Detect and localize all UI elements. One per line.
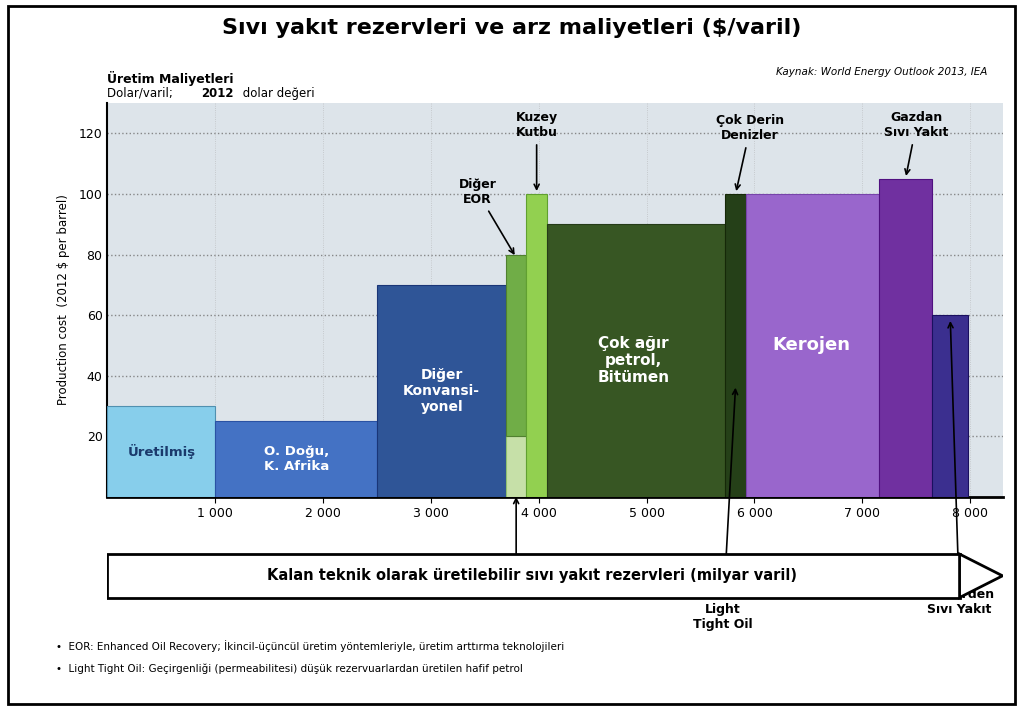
Text: Kerojen: Kerojen [772, 337, 851, 354]
Text: Kömürden
Sıvı Yakıt: Kömürden Sıvı Yakıt [924, 323, 995, 616]
Text: CO₂
EOR: CO₂ EOR [501, 498, 531, 591]
Bar [506, 437, 526, 497]
Bar [746, 194, 879, 497]
Bar [526, 194, 547, 497]
Bar [932, 315, 968, 497]
Text: LTO
Light
Tight Oil: LTO Light Tight Oil [694, 390, 753, 631]
Bar [879, 179, 932, 497]
Bar [547, 224, 725, 497]
FancyBboxPatch shape [107, 554, 960, 598]
Text: Üretim Maliyetleri: Üretim Maliyetleri [107, 71, 234, 86]
Text: Kalan teknik olarak üretilebilir sıvı yakıt rezervleri (milyar varil): Kalan teknik olarak üretilebilir sıvı ya… [267, 568, 797, 584]
Bar [725, 194, 746, 497]
Text: Kaynak: World Energy Outlook 2013, IEA: Kaynak: World Energy Outlook 2013, IEA [775, 67, 987, 77]
Text: Çok ağır
petrol,
Bitümen: Çok ağır petrol, Bitümen [597, 336, 670, 386]
Text: Dolar/varil;: Dolar/varil; [107, 87, 177, 99]
Bar [506, 254, 526, 437]
Text: Çok Derin
Denizler: Çok Derin Denizler [716, 114, 785, 190]
Text: 2012: 2012 [202, 87, 234, 99]
Text: dolar değeri: dolar değeri [239, 87, 315, 99]
Text: Sıvı yakıt rezervleri ve arz maliyetleri ($/varil): Sıvı yakıt rezervleri ve arz maliyetleri… [222, 18, 801, 38]
Text: Gazdan
Sıvı Yakıt: Gazdan Sıvı Yakıt [884, 111, 948, 174]
Text: Diğer
EOR: Diğer EOR [458, 178, 514, 253]
Bar [215, 421, 377, 497]
Polygon shape [960, 554, 1003, 598]
Text: Diğer
Konvansi-
yonel: Diğer Konvansi- yonel [403, 368, 480, 414]
Text: Üretilmiş: Üretilmiş [127, 444, 195, 459]
Bar [377, 285, 506, 497]
Text: O. Doğu,
K. Afrika: O. Doğu, K. Afrika [264, 445, 328, 473]
Text: •  Light Tight Oil: Geçirgenliği (permeabilitesi) düşük rezervuarlardan üretilen: • Light Tight Oil: Geçirgenliği (permeab… [56, 664, 523, 674]
Bar [107, 406, 215, 497]
Text: •  EOR: Enhanced Oil Recovery; İkincil-üçüncül üretim yöntemleriyle, üretim artt: • EOR: Enhanced Oil Recovery; İkincil-üç… [56, 640, 565, 652]
Text: Kuzey
Kutbu: Kuzey Kutbu [516, 111, 558, 190]
Y-axis label: Production cost  (2012 $ per barrel): Production cost (2012 $ per barrel) [57, 195, 71, 405]
